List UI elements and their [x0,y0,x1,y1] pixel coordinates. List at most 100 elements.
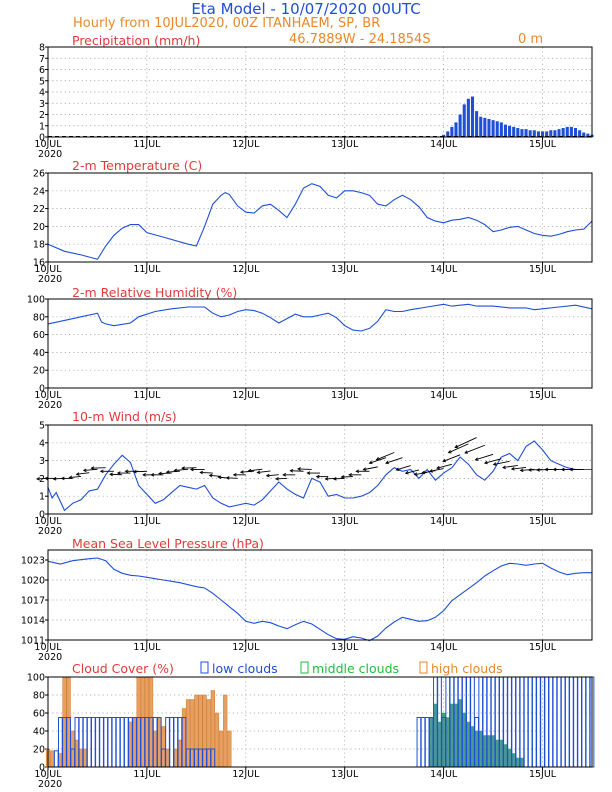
precip-bar [524,129,528,137]
middle-cloud-bar [495,739,500,768]
wind-vector-head [124,469,129,474]
wind-vector [363,466,378,471]
wind-y-tick-label: 0 [39,510,45,521]
precip-bar [586,133,590,137]
figure-subtitle: Hourly from 10JUL2020, 00Z ITANHAEM, SP,… [73,16,380,31]
wind-panel: 10-m Wind (m/s) 0 1 2 3 4 5 10JUL 11JUL 12JUL 13J… [34,409,593,537]
wind-vector-head [527,468,532,472]
rh-y-tick-label: 80 [33,312,45,323]
precip-bar [520,129,524,137]
legend-swatch-low [200,661,209,674]
high-cloud-bar [66,676,71,768]
high-cloud-bar [165,748,170,768]
mslp-y-tick-label: 1023 [21,556,45,567]
pressure-panel-title: Mean Sea Level Pressure (hPa) [72,536,264,551]
mslp-x-tick-label: 11JUL [133,642,161,653]
high-cloud-bar [223,694,228,768]
low-cloud-bar [119,717,125,768]
wind-vector [297,468,312,470]
low-cloud-bar [111,717,117,768]
high-cloud-bar [153,730,158,768]
wind-vector [91,467,106,469]
legend-swatch-middle [300,661,309,674]
mslp-series-line [47,557,592,642]
mslp-y-tick-label: 1017 [21,596,45,607]
precip-plot-frame [47,46,593,138]
middle-cloud-bar [466,721,471,768]
wind-vector [290,470,304,472]
low-cloud-bar [420,717,426,768]
low-cloud-bar [523,676,529,768]
temp-x-tick-label: 15JUL [529,264,557,275]
high-cloud-bar [82,748,88,768]
high-cloud-bar [144,676,150,768]
precip-bar [495,121,499,137]
precip-y-tick-label: 8 [39,43,45,54]
low-cloud-bar [424,717,430,768]
low-cloud-bar [86,717,92,768]
high-cloud-bar [210,690,215,768]
wind-vector-head [404,470,409,475]
wind-vector [454,437,477,448]
high-cloud-bar [206,699,211,768]
wind-vector [174,468,189,471]
low-cloud-bar [544,676,550,768]
precip-bar [470,96,475,137]
temp-year-label: 2020 [38,274,62,285]
mslp-x-tick-label: 12JUL [232,642,260,653]
precipitation-panel-title: Precipitation (mm/h) [72,33,200,48]
pressure-panel: Mean Sea Level Pressure (hPa) 1011 1014 10… [21,536,593,663]
cloud-x-tick-label: 10JUL [34,769,62,780]
wind-x-tick-label: 14JUL [430,516,458,527]
relative-humidity-panel: 2-m Relative Humidity (%) 0 20 40 60 80 100 10… [27,285,593,411]
middle-cloud-bar [503,744,508,768]
wind-vector [69,476,82,478]
low-cloud-bar [581,676,587,768]
rh-x-tick-label: 13JUL [331,390,359,401]
high-cloud-bar [214,712,220,768]
low-cloud-bar [560,676,566,768]
high-cloud-bar [202,694,207,768]
mslp-x-tick-label: 15JUL [529,642,557,653]
precip-bar [528,130,532,137]
temp-series-line [47,183,593,260]
wind-vector-head [447,450,452,454]
precip-bar [454,122,458,137]
wind-year-label: 2020 [38,526,62,537]
temp-x-tick-label: 12JUL [232,264,260,275]
wind-vector-head [454,444,459,449]
precip-bar [541,131,545,137]
low-cloud-bar [519,676,525,768]
wind-y-tick-label: 3 [39,456,45,467]
wind-vector [276,477,288,480]
high-cloud-bar [227,730,232,768]
mslp-y-tick-label: 1014 [21,616,45,627]
high-cloud-bar [74,739,79,768]
wind-vector-head [544,467,549,472]
precip-bar [561,128,565,137]
precip-x-tick-label: 11JUL [133,139,161,150]
wind-vector [341,476,353,478]
precip-x-tick-label: 15JUL [529,139,557,150]
wind-vector-head [368,460,373,465]
wind-vector-head [510,466,515,471]
low-cloud-bar [564,676,570,768]
wind-vector [475,453,494,461]
temp-y-tick-label: 18 [33,240,45,251]
rh-x-tick-label: 14JUL [430,390,458,401]
wind-vector-head [275,476,279,481]
wind-vector-head [442,458,447,463]
wind-vector-head [289,468,294,473]
wind-vector-head [109,472,113,477]
high-cloud-bar [173,748,178,768]
rh-y-tick-label: 40 [33,348,45,359]
precip-bar [516,128,520,137]
high-cloud-bar [50,750,55,768]
cloud-x-tick-label: 15JUL [529,769,557,780]
figure-title: Eta Model - 10/07/2020 00UTC [191,0,420,18]
wind-vector-head [306,471,311,475]
precip-x-tick-label: 13JUL [331,139,359,150]
wind-vector [484,458,502,464]
legend-high-clouds: high clouds [431,661,503,676]
wind-vector-head [75,472,80,476]
